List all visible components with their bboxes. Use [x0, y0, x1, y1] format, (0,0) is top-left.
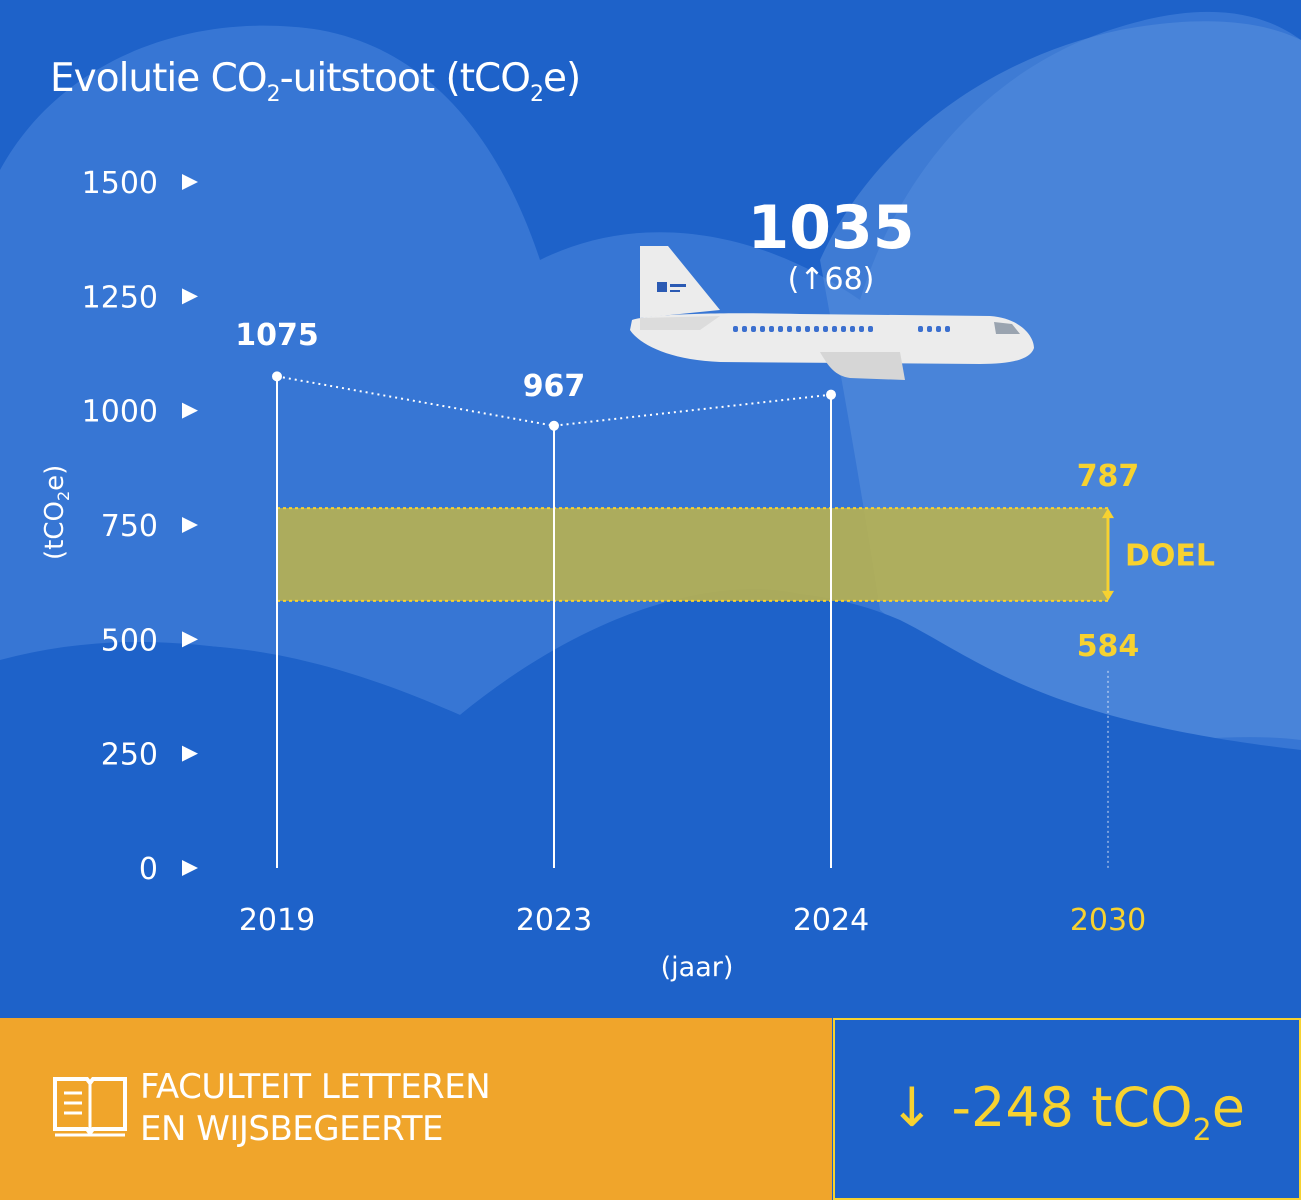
y-tick-label: 500	[101, 623, 158, 658]
change-value: ↓ -248 tCO2e	[835, 1076, 1299, 1148]
y-axis-ticks: 1500 1250 1000 750 500 250 0	[82, 166, 198, 887]
year-lines	[276, 376, 1109, 868]
data-point	[826, 389, 836, 400]
x-axis-tick-labels: 2019 2023 2024 2030	[239, 903, 1146, 938]
window	[805, 326, 810, 332]
window	[778, 326, 783, 332]
window	[733, 326, 738, 332]
window	[751, 326, 756, 332]
faculty-name-line: FACULTEIT LETTEREN	[140, 1067, 491, 1107]
target-band	[277, 508, 1108, 601]
window	[814, 326, 819, 332]
window	[927, 326, 932, 332]
y-tick-arrow-icon	[182, 745, 198, 762]
target-band-group: 787 584 DOEL	[277, 459, 1215, 664]
data-point	[549, 420, 559, 431]
window	[832, 326, 837, 332]
window	[859, 326, 864, 332]
y-tick-arrow-icon	[182, 174, 198, 190]
data-point	[272, 371, 282, 382]
target-low-label: 584	[1077, 629, 1140, 664]
title-subscript: 2	[529, 82, 544, 107]
highlight-change: (↑68)	[788, 262, 875, 297]
target-high-label: 787	[1077, 459, 1140, 494]
window	[760, 326, 765, 332]
book-icon	[53, 1077, 127, 1137]
x-tick-label: 2023	[516, 903, 592, 938]
data-label: 967	[523, 369, 586, 404]
x-tick-label: 2024	[793, 903, 869, 938]
title-subscript: 2	[266, 82, 281, 107]
change-amount: -248 tCO	[951, 1076, 1193, 1139]
target-label: DOEL	[1125, 538, 1215, 573]
window	[823, 326, 828, 332]
window	[945, 326, 950, 332]
y-tick-arrow-icon	[182, 288, 198, 305]
line-chart: 1500 1250 1000 750 500 250 0 787 584 DOEL 1075 96…	[82, 166, 1215, 983]
chart-labels: 1075 967 1035(↑68)	[235, 193, 914, 404]
data-label: 1075	[235, 318, 319, 353]
window	[918, 326, 923, 332]
x-axis-label: (jaar)	[661, 952, 734, 983]
highlight-value: 1035	[748, 193, 915, 263]
window	[850, 326, 855, 332]
arrow-up-icon	[1102, 508, 1114, 519]
airplane-windows	[733, 326, 950, 332]
y-tick-label: 1250	[82, 280, 158, 315]
window	[936, 326, 941, 332]
x-tick-label: 2019	[239, 903, 315, 938]
faculty-name: FACULTEIT LETTEREN EN WIJSBEGEERTE	[140, 1066, 491, 1150]
airplane-icon	[630, 246, 1034, 380]
y-tick-arrow-icon	[182, 860, 198, 876]
series-line-group	[272, 371, 836, 431]
y-tick-label: 1000	[82, 395, 158, 430]
y-tick-arrow-icon	[182, 517, 198, 533]
window	[787, 326, 792, 332]
title-text: Evolutie CO	[50, 56, 268, 101]
title-text: -uitstoot (tCO	[279, 56, 531, 101]
y-tick-label: 0	[139, 852, 158, 887]
window	[769, 326, 774, 332]
window	[796, 326, 801, 332]
faculty-panel: FACULTEIT LETTEREN EN WIJSBEGEERTE	[0, 1018, 832, 1200]
y-tick-label: 750	[101, 509, 158, 544]
arrow-down-icon	[1102, 590, 1114, 601]
y-tick-label: 250	[101, 738, 158, 773]
faculty-name-line: EN WIJSBEGEERTE	[140, 1109, 444, 1149]
chart-title: Evolutie CO2-uitstoot (tCO2e)	[50, 56, 581, 107]
x-tick-label: 2030	[1070, 903, 1146, 938]
y-tick-arrow-icon	[182, 402, 198, 419]
title-text: e)	[542, 56, 581, 101]
change-subscript: 2	[1192, 1113, 1212, 1148]
change-unit: e	[1211, 1076, 1245, 1139]
window	[841, 326, 846, 332]
y-tick-label: 1500	[82, 166, 158, 201]
change-panel: ↓ -248 tCO2e	[833, 1018, 1301, 1200]
y-tick-arrow-icon	[182, 631, 198, 648]
down-arrow-icon: ↓	[889, 1076, 935, 1139]
window	[742, 326, 747, 332]
window	[868, 326, 873, 332]
